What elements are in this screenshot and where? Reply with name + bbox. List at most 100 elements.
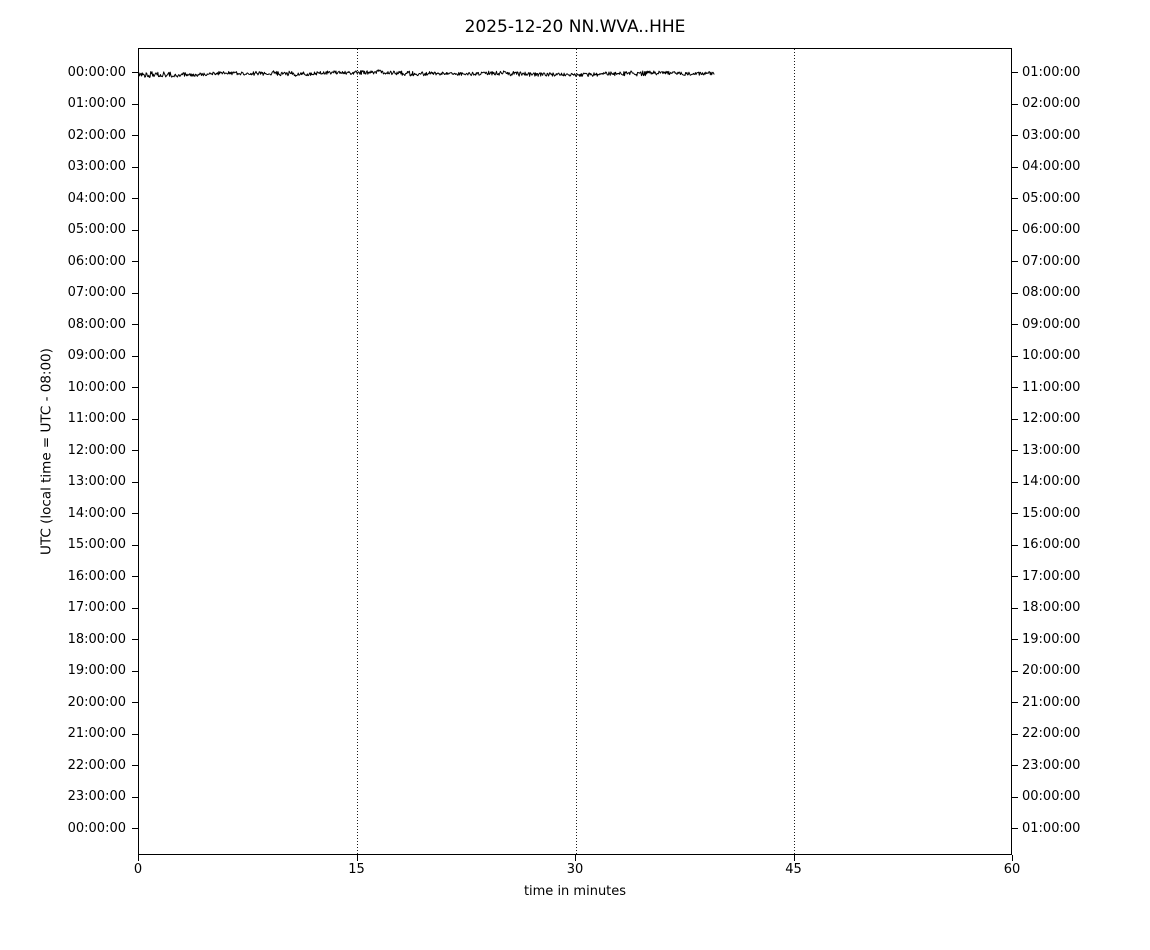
y-axis-tick-label-left: 17:00:00: [67, 600, 126, 616]
y-axis-tick-right: [1012, 324, 1018, 326]
y-axis-tick-label-right: 15:00:00: [1022, 505, 1081, 521]
y-axis-tick-label-left: 12:00:00: [67, 442, 126, 458]
y-axis-tick-left: [132, 513, 138, 515]
y-axis-tick-label-left: 20:00:00: [67, 694, 126, 710]
y-axis-tick-left: [132, 72, 138, 73]
plot-area: [138, 48, 1012, 855]
x-axis-tick-label: 15: [348, 862, 365, 877]
y-axis-tick-label-right: 01:00:00: [1022, 64, 1081, 80]
y-axis-tick-left: [132, 261, 138, 263]
y-axis-tick-right: [1012, 513, 1018, 515]
y-axis-tick-label-left: 02:00:00: [67, 127, 126, 143]
y-axis-tick-right: [1012, 103, 1018, 105]
waveform-trace: [139, 69, 715, 78]
y-axis-tick-right: [1012, 639, 1018, 641]
y-axis-tick-label-right: 09:00:00: [1022, 316, 1081, 332]
x-axis-tick: [138, 855, 139, 861]
y-axis-tick-left: [132, 166, 138, 168]
y-axis-tick-label-left: 01:00:00: [67, 96, 126, 112]
y-axis-tick-right: [1012, 450, 1018, 452]
y-axis-tick-left: [132, 544, 138, 546]
y-axis-tick-right: [1012, 765, 1018, 767]
y-axis-tick-right: [1012, 576, 1018, 578]
y-axis-tick-left: [132, 796, 138, 798]
y-axis-tick-left: [132, 765, 138, 767]
y-axis-tick-label-left: 05:00:00: [67, 222, 126, 238]
y-axis-tick-right: [1012, 481, 1018, 483]
x-axis-tick: [575, 855, 576, 861]
y-axis-tick-label-right: 03:00:00: [1022, 127, 1081, 143]
y-axis-tick-label-left: 18:00:00: [67, 631, 126, 647]
y-axis-tick-left: [132, 387, 138, 389]
y-axis-tick-right: [1012, 135, 1018, 137]
y-axis-tick-right: [1012, 418, 1018, 420]
y-axis-tick-right: [1012, 544, 1018, 546]
y-axis-tick-left: [132, 229, 138, 231]
y-axis-tick-label-left: 15:00:00: [67, 537, 126, 553]
y-axis-tick-right: [1012, 166, 1018, 168]
y-axis-tick-right: [1012, 607, 1018, 609]
y-axis-tick-label-left: 07:00:00: [67, 285, 126, 301]
x-axis-label: time in minutes: [523, 884, 627, 899]
y-axis-tick-right: [1012, 702, 1018, 704]
x-axis-tick: [356, 855, 358, 861]
x-axis-tick-label: 45: [785, 862, 802, 877]
y-axis-tick-right: [1012, 733, 1018, 735]
y-axis-tick-label-right: 21:00:00: [1022, 694, 1081, 710]
y-axis-tick-left: [132, 418, 138, 420]
y-axis-tick-label-right: 07:00:00: [1022, 253, 1081, 269]
waveform-polyline: [139, 69, 715, 78]
x-axis-tick: [793, 855, 795, 861]
y-axis-tick-label-left: 16:00:00: [67, 568, 126, 584]
y-axis-tick-label-left: 09:00:00: [67, 348, 126, 364]
y-axis-tick-left: [132, 292, 138, 294]
y-axis-tick-label-left: 11:00:00: [67, 411, 126, 427]
y-axis-tick-label-right: 23:00:00: [1022, 757, 1081, 773]
y-axis-tick-label-right: 20:00:00: [1022, 663, 1081, 679]
y-axis-tick-left: [132, 576, 138, 578]
y-axis-tick-label-left: 06:00:00: [67, 253, 126, 269]
y-axis-tick-label-right: 02:00:00: [1022, 96, 1081, 112]
y-axis-tick-label-right: 11:00:00: [1022, 379, 1081, 395]
vertical-gridline: [357, 49, 358, 854]
y-axis-tick-label-right: 17:00:00: [1022, 568, 1081, 584]
y-axis-tick-label-left: 03:00:00: [67, 159, 126, 175]
vertical-gridline: [794, 49, 795, 854]
y-axis-tick-label-left: 23:00:00: [67, 789, 126, 805]
y-axis-tick-left: [132, 733, 138, 735]
y-axis-tick-label-left: 22:00:00: [67, 757, 126, 773]
y-axis-tick-left: [132, 324, 138, 326]
y-axis-tick-right: [1012, 828, 1018, 830]
y-axis-tick-label-right: 04:00:00: [1022, 159, 1081, 175]
y-axis-tick-label-right: 22:00:00: [1022, 726, 1081, 742]
y-axis-tick-label-right: 06:00:00: [1022, 222, 1081, 238]
y-axis-tick-label-right: 00:00:00: [1022, 789, 1081, 805]
y-axis-tick-right: [1012, 292, 1018, 294]
y-axis-tick-left: [132, 450, 138, 452]
x-axis-tick-label: 30: [566, 862, 584, 877]
x-axis-tick-label: 0: [133, 862, 143, 877]
y-axis-tick-right: [1012, 261, 1018, 263]
y-axis-tick-left: [132, 828, 138, 830]
y-axis-tick-right: [1012, 72, 1018, 73]
y-axis-tick-label-left: 21:00:00: [67, 726, 126, 742]
y-axis-tick-right: [1012, 796, 1018, 798]
chart-title: 2025-12-20 NN.WVA..HHE: [464, 17, 686, 37]
y-axis-tick-right: [1012, 670, 1018, 672]
y-axis-tick-left: [132, 355, 138, 357]
y-axis-tick-label-right: 01:00:00: [1022, 820, 1081, 836]
y-axis-tick-label-right: 05:00:00: [1022, 190, 1081, 206]
y-axis-tick-label-right: 08:00:00: [1022, 285, 1081, 301]
y-axis-tick-label-left: 13:00:00: [67, 474, 126, 490]
y-axis-tick-label-right: 16:00:00: [1022, 537, 1081, 553]
y-axis-tick-label-right: 14:00:00: [1022, 474, 1081, 490]
y-axis-tick-left: [132, 702, 138, 704]
y-axis-tick-left: [132, 103, 138, 105]
y-axis-tick-label-left: 19:00:00: [67, 663, 126, 679]
y-axis-tick-label-left: 14:00:00: [67, 505, 126, 521]
y-axis-tick-left: [132, 135, 138, 137]
y-axis-tick-label-right: 12:00:00: [1022, 411, 1081, 427]
y-axis-tick-label-left: 08:00:00: [67, 316, 126, 332]
y-axis-tick-label-left: 00:00:00: [67, 820, 126, 836]
